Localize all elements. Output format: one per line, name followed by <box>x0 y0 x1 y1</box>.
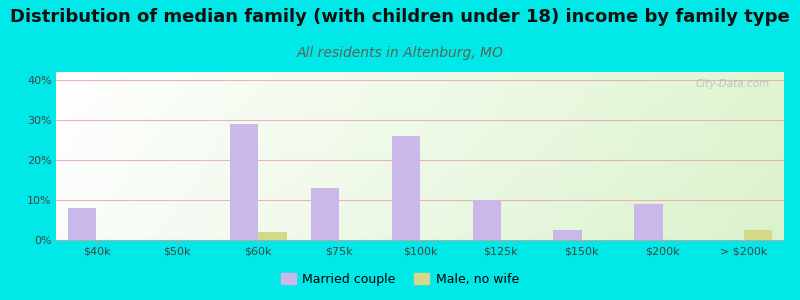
Bar <box>311 188 339 240</box>
Bar <box>473 200 501 240</box>
Bar <box>68 208 97 240</box>
Bar <box>554 230 582 240</box>
Bar <box>743 230 772 240</box>
Bar <box>634 204 662 240</box>
Bar <box>258 232 286 240</box>
Text: City-Data.com: City-Data.com <box>695 79 770 89</box>
Text: Distribution of median family (with children under 18) income by family type: Distribution of median family (with chil… <box>10 8 790 26</box>
Text: All residents in Altenburg, MO: All residents in Altenburg, MO <box>297 46 503 61</box>
Legend: Married couple, Male, no wife: Married couple, Male, no wife <box>276 268 524 291</box>
Bar <box>230 124 258 240</box>
Bar <box>392 136 420 240</box>
